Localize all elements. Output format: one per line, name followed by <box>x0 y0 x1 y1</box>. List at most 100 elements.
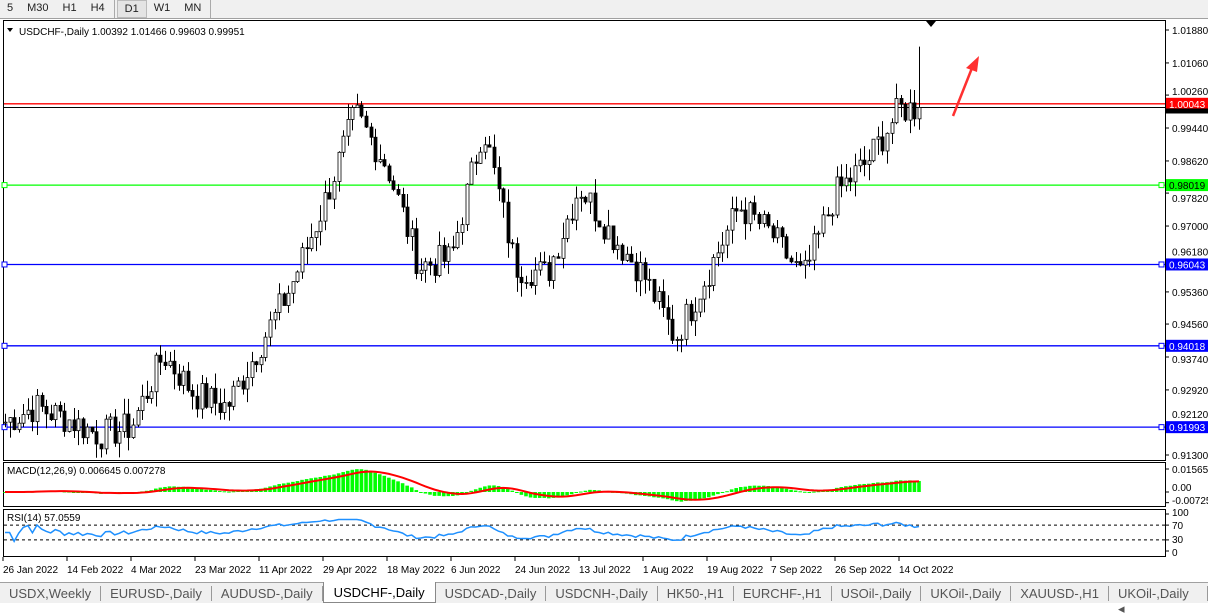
chart-tab[interactable]: EURCHF-,H1 <box>734 586 832 601</box>
macd-bar <box>327 475 332 492</box>
candle <box>131 418 136 439</box>
chart-tab[interactable]: USDCNH-,Daily <box>546 586 658 601</box>
candle <box>154 352 159 407</box>
candle-body <box>181 370 186 386</box>
chart-tab[interactable]: USDX,Weekly <box>0 586 102 601</box>
candle <box>12 409 17 431</box>
chart-tab[interactable]: UKOil-,Daily <box>921 586 1012 601</box>
macd-bar <box>208 489 213 492</box>
candle <box>145 380 150 403</box>
candle <box>533 257 538 295</box>
candle <box>711 254 716 292</box>
macd-bar <box>405 485 409 492</box>
chart-tab[interactable]: USOil-,Daily <box>832 586 922 601</box>
chart-tab[interactable]: XAUUSD-,H1 <box>1011 586 1109 601</box>
timeframe-h1[interactable]: H1 <box>62 2 77 14</box>
candle-body <box>30 409 35 423</box>
candle <box>666 295 671 335</box>
candle <box>839 164 844 198</box>
rsi-line <box>5 518 920 543</box>
candle <box>26 398 31 420</box>
candle-body <box>529 281 534 286</box>
candle-body <box>597 220 602 228</box>
candle <box>241 375 246 395</box>
candle-body <box>21 414 26 424</box>
candle-body <box>775 227 780 239</box>
price-chart[interactable]: 1.01880 1.01060 1.00260 0.99440 0.98620 0.978… <box>0 19 1208 582</box>
candle-body <box>282 293 287 306</box>
candle-body <box>327 192 332 200</box>
macd-bar <box>569 492 574 495</box>
timeframe-h4[interactable]: H4 <box>90 2 105 14</box>
candle <box>871 138 876 163</box>
candle <box>689 300 694 326</box>
candle <box>707 269 712 299</box>
macd-bar <box>396 481 400 492</box>
macd-bar <box>579 491 583 493</box>
candle <box>524 275 529 289</box>
candle <box>186 362 191 393</box>
macd-bar <box>286 482 291 492</box>
line-handle <box>1158 261 1165 268</box>
candle-body <box>784 236 789 259</box>
candle-body <box>391 180 396 190</box>
candle-body <box>679 338 684 341</box>
candle <box>378 144 383 164</box>
candle <box>273 308 278 330</box>
candle <box>853 153 858 197</box>
timeframe-m30[interactable]: M30 <box>27 2 49 14</box>
chart-tab[interactable]: UKOil-,Daily ◂ <box>1109 586 1208 616</box>
macd-bar <box>409 487 414 492</box>
chart-tab[interactable]: USDCAD-,Daily <box>436 586 547 601</box>
candle-body <box>318 220 323 233</box>
candle-body <box>542 261 547 264</box>
candle-body <box>359 104 364 117</box>
chart-tab[interactable]: USDCHF-,Daily <box>322 582 436 603</box>
chart-tab[interactable]: HK50-,H1 <box>658 586 734 601</box>
candle-body <box>355 104 360 108</box>
timeframe-d1[interactable]: D1 <box>116 0 147 18</box>
candle-body <box>218 402 223 413</box>
macd-bar <box>341 472 345 492</box>
line-handle <box>1158 342 1165 349</box>
candle <box>789 255 794 264</box>
macd-bar <box>419 492 423 493</box>
candle-body <box>350 107 355 120</box>
macd-bar <box>217 491 222 493</box>
candle <box>547 255 552 287</box>
timeframe-mn[interactable]: MN <box>184 2 202 14</box>
candle <box>282 292 287 306</box>
timeframe-5[interactable]: 5 <box>7 2 14 14</box>
candle <box>798 253 803 267</box>
macd-bar <box>706 492 711 498</box>
candle <box>826 207 831 217</box>
macd-bar <box>816 491 821 493</box>
candle-body <box>876 136 881 140</box>
rsi-pane-frame <box>3 509 1166 557</box>
candle <box>90 426 95 434</box>
macd-bar <box>574 492 579 493</box>
candle-body <box>574 197 579 221</box>
candle <box>858 148 863 173</box>
candle <box>327 177 332 200</box>
candle <box>419 258 424 282</box>
candle <box>410 220 415 251</box>
candle-body <box>684 303 689 340</box>
macd-bar <box>807 492 812 493</box>
candle <box>222 388 227 420</box>
candle-body <box>149 391 154 399</box>
candle <box>634 252 639 293</box>
timeframe-w1[interactable]: W1 <box>153 2 171 14</box>
chart-tab[interactable]: AUDUSD-,Daily <box>212 586 323 601</box>
candle <box>62 402 67 437</box>
price-tick-label: 1.01060 <box>1172 59 1208 70</box>
candle <box>396 184 401 197</box>
candle <box>757 211 762 230</box>
candle-body <box>711 257 716 286</box>
price-label-bg <box>1166 97 1208 110</box>
line-handle <box>1158 424 1165 431</box>
candle-body <box>634 261 639 282</box>
chart-tab[interactable]: EURUSD-,Daily <box>101 586 212 601</box>
macd-bar <box>693 492 697 501</box>
candle-body <box>295 271 300 283</box>
